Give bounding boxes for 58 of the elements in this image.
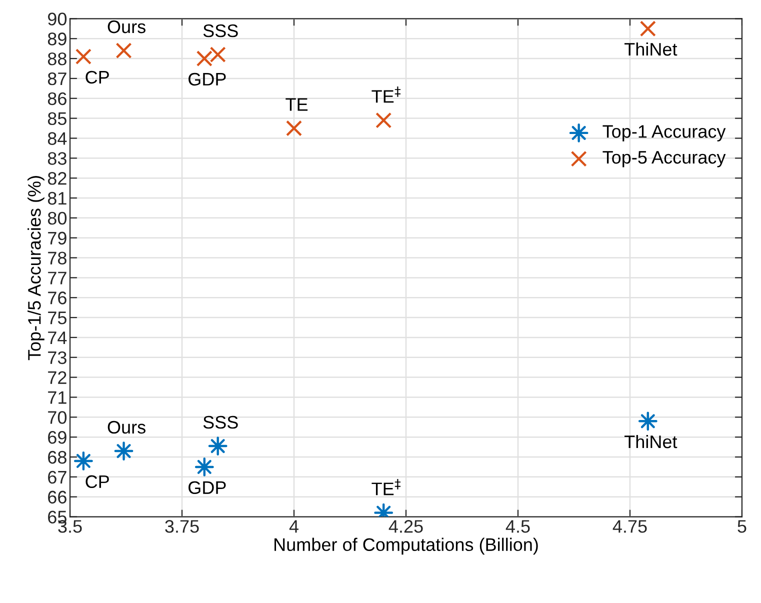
y-tick-label: 89: [48, 32, 66, 46]
y-tick-label: 84: [48, 132, 67, 145]
annotation: SSS: [203, 416, 238, 429]
y-tick-label: 80: [48, 212, 67, 225]
y-axis-title: Top-1/5 Accuracies (%): [28, 176, 44, 360]
y-tick-label: 85: [48, 112, 66, 126]
annotation: CP: [86, 70, 109, 84]
y-tick-label: 88: [48, 52, 66, 66]
point: [194, 458, 214, 476]
y-tick-label: 79: [48, 232, 66, 245]
x-tick-label: 4.75: [612, 520, 647, 533]
point: [75, 48, 92, 65]
y-tick-label: 78: [48, 252, 66, 264]
y-tick-label: 76: [48, 292, 66, 304]
y-tick-label: 73: [48, 351, 66, 364]
x-axis-title: Number of Computations (Billion): [274, 538, 538, 555]
legend-label: Top-5 Accuracy: [602, 151, 726, 168]
x-tick-label: 4.25: [388, 520, 423, 533]
y-tick-label: 87: [48, 72, 66, 86]
y-tick-label: 74: [48, 332, 67, 344]
y-tick-label: 68: [48, 450, 66, 464]
x-tick-label: 5: [738, 520, 746, 533]
y-tick-label: 81: [48, 192, 66, 205]
annotation: TE$^{‡}$: [372, 478, 401, 496]
y-tick-label: 72: [48, 371, 66, 384]
point: [376, 112, 392, 128]
annotation: GDP: [188, 72, 226, 86]
y-tick-label: 69: [48, 431, 66, 444]
y-tick-label: 70: [48, 411, 67, 424]
y-tick-label: 86: [48, 92, 66, 106]
y-tick-label: 66: [48, 490, 66, 504]
annotation: CP: [86, 475, 109, 488]
annotation: GDP: [188, 481, 226, 494]
annotation: TE: [286, 98, 308, 111]
point: [74, 452, 93, 470]
point: [640, 20, 656, 37]
legend-label: Top-1 Accuracy: [602, 125, 726, 142]
y-tick-label: 90: [48, 12, 67, 26]
point: [638, 412, 658, 431]
annotation: Ours: [108, 420, 146, 434]
annotation: SSS: [203, 24, 238, 38]
y-tick-label: 71: [48, 391, 66, 404]
annotation: ThiNet: [624, 42, 678, 56]
y-tick-label: 77: [48, 272, 66, 284]
x-tick-label: 4: [289, 520, 298, 533]
annotation: ThiNet: [624, 434, 678, 448]
point: [208, 436, 228, 456]
point: [286, 120, 302, 136]
annotation: TE$^{‡}$: [372, 86, 401, 103]
point: [114, 442, 134, 460]
x-tick-label: 3.75: [165, 520, 199, 533]
y-tick-label: 67: [48, 470, 66, 484]
y-tick-label: 75: [48, 312, 66, 324]
y-tick-label: 82: [48, 172, 66, 185]
y-tick-label: 83: [48, 152, 66, 165]
annotation: Ours: [108, 20, 146, 34]
point: [116, 42, 132, 59]
x-tick-label: 4.5: [506, 520, 530, 533]
